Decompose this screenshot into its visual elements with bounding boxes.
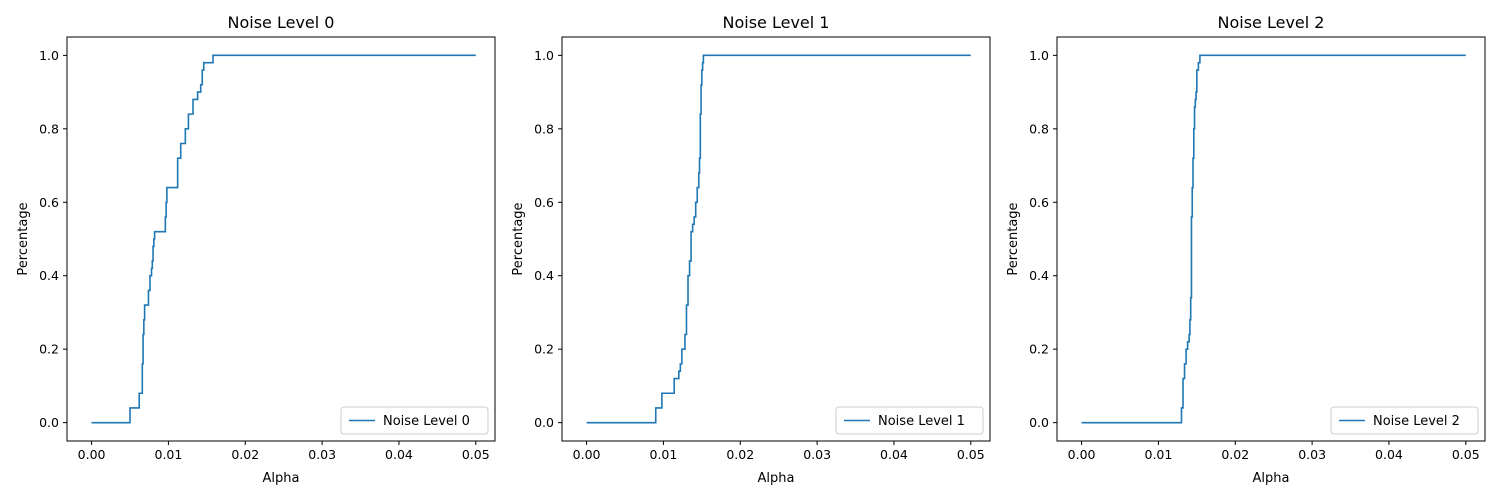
x-tick-label: 0.02	[231, 447, 259, 462]
legend-box	[340, 406, 489, 435]
x-tick-label: 0.05	[462, 447, 490, 462]
legend-box	[1330, 406, 1479, 435]
y-axis-label: Percentage	[511, 202, 526, 275]
chart-panel-0: Noise Level 0 0.00 0.01 0.02 0.03 0.04 0.05 0.0…	[16, 13, 496, 486]
legend-label: Noise Level 1	[878, 414, 965, 429]
x-tick-label: 0.01	[155, 447, 183, 462]
x-tick-label: 0.00	[1068, 447, 1096, 462]
legend-label: Noise Level 2	[1373, 414, 1460, 429]
x-axis-label: Alpha	[1253, 471, 1290, 486]
plot-frame	[66, 36, 496, 442]
y-tick-label: 0.6	[1029, 195, 1049, 210]
y-tick-label: 0.8	[39, 121, 59, 136]
x-axis-label: Alpha	[263, 471, 300, 486]
chart-title: Noise Level 0	[228, 13, 335, 32]
y-axis-label: Percentage	[1006, 202, 1021, 275]
x-tick-label: 0.04	[880, 447, 908, 462]
x-tick-label: 0.04	[1375, 447, 1403, 462]
y-tick-label: 0.2	[39, 342, 59, 357]
y-tick-label: 0.4	[39, 268, 59, 283]
legend: Noise Level 2	[1330, 406, 1479, 435]
x-tick-label: 0.03	[803, 447, 831, 462]
x-tick-label: 0.01	[1145, 447, 1173, 462]
x-tick-label: 0.03	[308, 447, 336, 462]
x-tick-label: 0.02	[726, 447, 754, 462]
y-tick-label: 0.0	[534, 415, 554, 430]
y-axis-label: Percentage	[16, 202, 31, 275]
x-tick-label: 0.01	[650, 447, 678, 462]
y-tick-label: 1.0	[1029, 48, 1049, 63]
plot-frame	[561, 36, 991, 442]
chart-panel-2: Noise Level 2 0.00 0.01 0.02 0.03 0.04 0.05 0.0…	[1006, 13, 1486, 486]
series-line	[91, 54, 476, 424]
y-tick-label: 0.0	[39, 415, 59, 430]
y-tick-label: 0.8	[534, 121, 554, 136]
chart-title: Noise Level 2	[1218, 13, 1325, 32]
x-axis-label: Alpha	[758, 471, 795, 486]
x-tick-label: 0.04	[385, 447, 413, 462]
chart-panel-1: Noise Level 1 0.00 0.01 0.02 0.03 0.04 0.05 0.0…	[511, 13, 991, 486]
y-tick-label: 0.8	[1029, 121, 1049, 136]
y-tick-label: 1.0	[534, 48, 554, 63]
y-tick-label: 0.2	[534, 342, 554, 357]
y-tick-label: 1.0	[39, 48, 59, 63]
x-tick-label: 0.05	[957, 447, 985, 462]
x-tick-label: 0.00	[573, 447, 601, 462]
y-tick-label: 0.0	[1029, 415, 1049, 430]
chart-title: Noise Level 1	[723, 13, 830, 32]
x-tick-label: 0.02	[1221, 447, 1249, 462]
y-tick-label: 0.4	[534, 268, 554, 283]
series-line	[586, 54, 971, 424]
series-line	[1081, 54, 1466, 424]
x-tick-label: 0.05	[1452, 447, 1480, 462]
plot-frame	[1056, 36, 1486, 442]
legend: Noise Level 0	[340, 406, 489, 435]
legend: Noise Level 1	[835, 406, 984, 435]
x-tick-label: 0.03	[1298, 447, 1326, 462]
y-tick-label: 0.2	[1029, 342, 1049, 357]
y-tick-label: 0.6	[39, 195, 59, 210]
y-tick-label: 0.6	[534, 195, 554, 210]
y-tick-label: 0.4	[1029, 268, 1049, 283]
legend-box	[835, 406, 984, 435]
legend-label: Noise Level 0	[383, 414, 470, 429]
x-tick-label: 0.00	[78, 447, 106, 462]
